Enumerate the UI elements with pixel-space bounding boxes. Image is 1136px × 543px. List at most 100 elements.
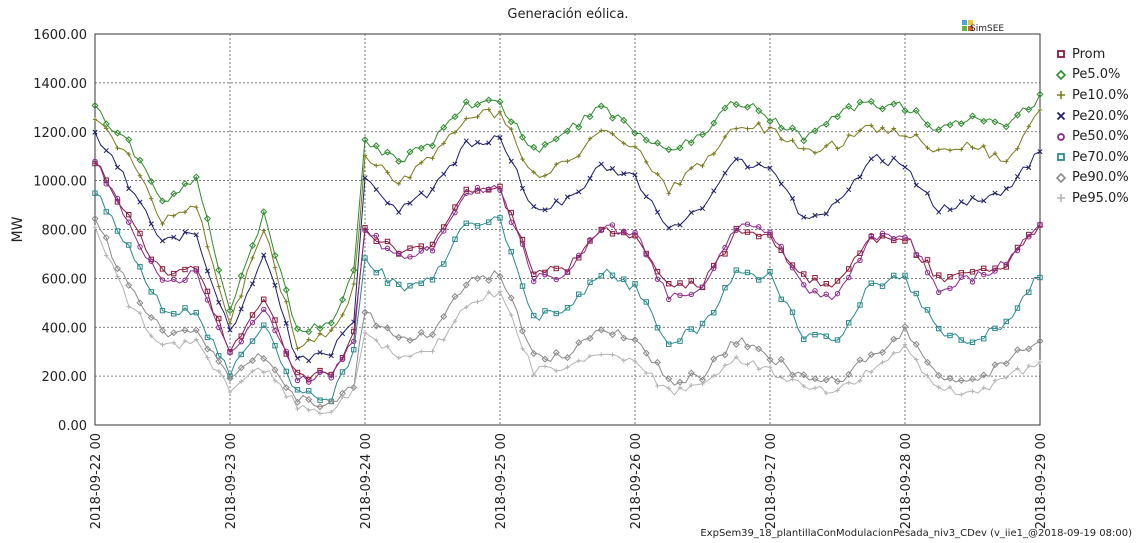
data-point <box>508 219 514 225</box>
data-point <box>126 151 131 157</box>
data-point <box>305 395 313 403</box>
data-point <box>666 281 672 287</box>
data-point <box>329 327 334 333</box>
data-point <box>790 377 795 382</box>
y-tick-label: 1000.00 <box>33 175 87 190</box>
data-point <box>756 120 761 126</box>
data-point <box>711 188 717 194</box>
data-point <box>665 375 673 383</box>
data-point <box>182 305 188 311</box>
data-point <box>497 109 503 114</box>
data-point <box>609 231 616 237</box>
data-point <box>441 171 447 177</box>
data-point <box>1037 274 1043 281</box>
data-point <box>384 280 391 286</box>
data-point <box>565 365 570 370</box>
data-point <box>666 341 672 347</box>
data-point <box>834 337 841 343</box>
data-point <box>519 283 526 289</box>
data-point <box>609 272 616 279</box>
data-point <box>677 280 683 286</box>
data-point <box>981 336 987 342</box>
data-point <box>598 227 604 234</box>
data-point <box>1025 345 1033 353</box>
data-point <box>553 198 559 204</box>
data-point <box>520 346 525 351</box>
data-point <box>992 325 998 332</box>
data-point <box>486 289 491 295</box>
x-tick-label: 2018-09-22 00 <box>89 433 104 529</box>
data-point <box>541 355 549 363</box>
data-point <box>440 312 448 321</box>
data-point <box>923 121 932 129</box>
data-point <box>317 349 323 356</box>
legend-item: Pe20.0% <box>1056 106 1129 127</box>
data-point <box>159 307 166 314</box>
data-point <box>272 282 278 288</box>
data-point <box>193 309 199 316</box>
data-point <box>475 114 480 120</box>
data-point <box>552 349 560 357</box>
data-point <box>316 324 324 332</box>
data-point <box>497 187 503 193</box>
data-point <box>878 105 887 113</box>
x-tick-label: 2018-09-23 00 <box>224 433 239 529</box>
data-point <box>137 264 143 270</box>
data-point <box>486 186 492 192</box>
data-point <box>631 129 639 137</box>
data-point <box>879 230 886 237</box>
data-point <box>733 156 739 162</box>
data-point <box>801 271 807 277</box>
data-point <box>283 368 289 375</box>
data-point <box>812 288 818 294</box>
data-point <box>238 351 244 358</box>
data-point <box>688 326 694 332</box>
data-point <box>599 352 604 357</box>
data-point <box>103 209 109 215</box>
data-point <box>620 116 628 124</box>
data-point <box>474 223 481 229</box>
data-point <box>473 100 482 108</box>
data-point <box>508 248 514 255</box>
data-point <box>372 322 380 330</box>
data-point <box>969 339 976 345</box>
data-point <box>924 307 931 313</box>
data-point <box>575 123 583 131</box>
data-point <box>1013 346 1022 354</box>
data-point <box>306 379 312 385</box>
data-point <box>474 139 481 145</box>
data-point <box>655 171 660 177</box>
data-point <box>901 323 909 331</box>
data-point <box>666 386 671 391</box>
data-point <box>1003 186 1009 192</box>
data-point <box>417 328 425 336</box>
data-point <box>722 363 728 368</box>
legend-marker-icon <box>1056 111 1066 121</box>
data-point <box>766 117 774 125</box>
data-point <box>553 310 559 317</box>
data-point <box>452 209 458 216</box>
data-point <box>249 281 256 287</box>
data-point <box>171 234 177 240</box>
data-point <box>822 120 830 128</box>
data-point <box>474 184 481 191</box>
data-point <box>216 299 222 305</box>
data-point <box>824 390 829 396</box>
data-point <box>980 371 988 379</box>
data-point <box>419 160 424 165</box>
data-point <box>429 248 436 254</box>
data-point <box>486 219 492 225</box>
data-point <box>957 120 965 128</box>
data-point <box>1037 359 1043 365</box>
series-line-pe90-0- <box>94 218 1041 408</box>
data-point <box>936 209 942 215</box>
data-point <box>610 131 615 137</box>
data-point <box>563 354 572 362</box>
data-point <box>947 148 953 153</box>
data-point <box>824 143 829 149</box>
data-point <box>385 344 390 349</box>
data-point <box>879 158 886 164</box>
data-point <box>1037 149 1043 155</box>
data-point <box>789 309 796 315</box>
data-point <box>576 358 581 364</box>
